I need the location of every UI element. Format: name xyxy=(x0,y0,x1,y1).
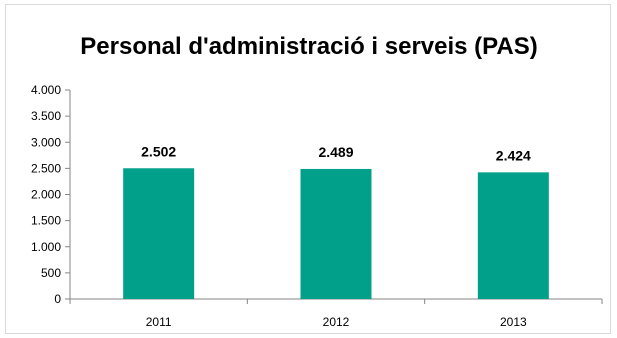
x-tick-label-2011: 2011 xyxy=(146,315,172,329)
y-tick-label: 2.500 xyxy=(31,161,61,175)
y-tick-label: 0 xyxy=(54,292,61,306)
bar-2011 xyxy=(123,168,195,299)
y-tick-label: 500 xyxy=(41,266,61,280)
x-tick-label-2012: 2012 xyxy=(323,315,350,329)
y-tick-label: 1.500 xyxy=(31,214,61,228)
bar-2012 xyxy=(300,168,372,299)
y-tick-label: 3.000 xyxy=(31,135,61,149)
y-tick-label: 1.000 xyxy=(31,240,61,254)
bars: 2.502 2.489 2.424 xyxy=(123,143,549,299)
data-label-2011: 2.502 xyxy=(141,143,176,159)
y-tick-label: 2.000 xyxy=(31,188,61,202)
y-tick-label: 3.500 xyxy=(31,109,61,123)
data-label-2013: 2.424 xyxy=(496,147,531,163)
chart-title: Personal d'administració i serveis (PAS) xyxy=(80,33,537,60)
y-tick-label: 4.000 xyxy=(31,83,61,97)
x-tick-label-2013: 2013 xyxy=(500,315,527,329)
bar-2013 xyxy=(477,172,549,299)
data-label-2012: 2.489 xyxy=(318,144,353,160)
